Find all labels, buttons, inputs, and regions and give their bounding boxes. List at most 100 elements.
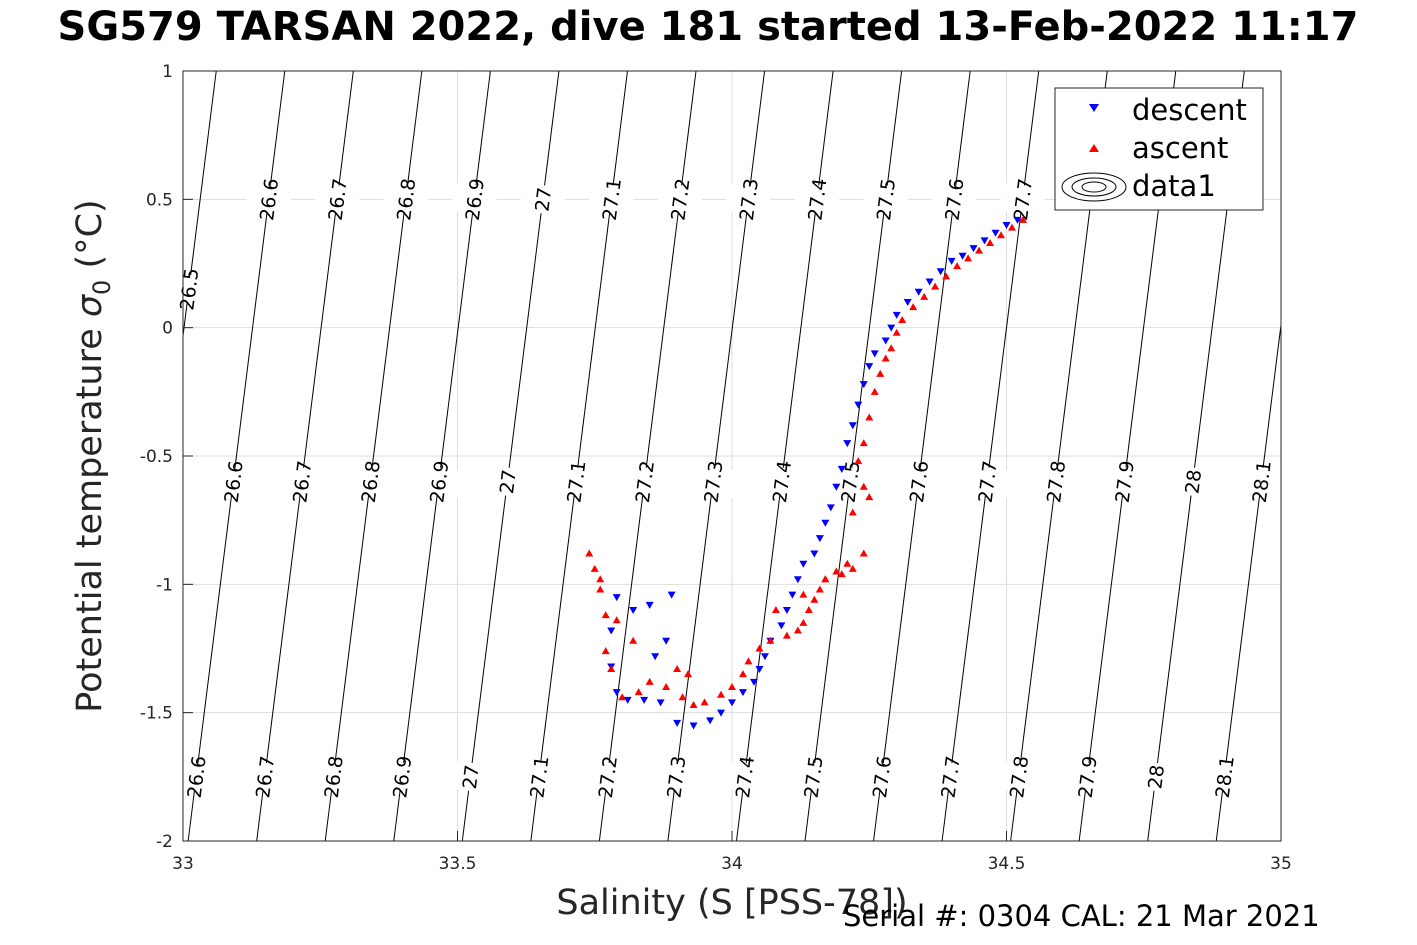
descent-point [914, 288, 923, 296]
data-series [585, 215, 1027, 730]
ascent-point [865, 493, 874, 501]
descent-point [892, 311, 901, 319]
descent-point [826, 504, 835, 512]
contour-label-bg [450, 182, 498, 216]
contour-label: 27.7 [1010, 177, 1037, 222]
legend-ascent-marker [1089, 144, 1099, 152]
ascent-point [1007, 223, 1016, 231]
y-tick-label: 0 [162, 319, 173, 339]
contour-label: 26.8 [393, 177, 420, 222]
ascent-point [832, 567, 841, 575]
descent-point [656, 699, 665, 707]
descent-point [865, 363, 874, 371]
y-axis-title-symbol: σ [70, 293, 110, 317]
contour-label-bg [720, 760, 769, 794]
descent-point [689, 722, 698, 730]
serial-cal-note: Serial #: 0304 CAL: 21 Mar 2021 [843, 899, 1320, 933]
contour-label-bg [1132, 760, 1180, 794]
axis-ticks: 33 33.5 34 34.5 35 -2 -1.5 -1 -0.5 0 0.5 1 [140, 62, 1292, 874]
ascent-point [859, 439, 868, 447]
contour-label-bg [793, 182, 841, 216]
descent-point [947, 257, 956, 265]
ascent-point [909, 303, 918, 311]
descent-point [1013, 216, 1022, 224]
contour-label: 27.4 [732, 755, 759, 800]
y-tick-label: 0.5 [146, 190, 173, 210]
ascent-point [771, 606, 780, 613]
contour-label-bg [209, 465, 257, 499]
descent-point [755, 666, 764, 674]
descent-point [881, 337, 890, 345]
contour-label: 27.1 [526, 755, 553, 800]
ascent-point [717, 690, 726, 698]
descent-point [667, 591, 676, 599]
x-axis-title: Salinity (S [PSS-78]) [556, 883, 907, 923]
y-tick-label: 1 [162, 62, 173, 82]
contour-label-bg [861, 182, 910, 216]
ascent-point [596, 575, 605, 583]
contour-label: 26.7 [325, 177, 352, 222]
y-tick-label: -1.5 [140, 704, 173, 724]
ascent-point [799, 618, 808, 626]
descent-point [717, 709, 726, 717]
contour-label: 28.1 [1212, 755, 1239, 800]
descent-point [925, 278, 934, 286]
contour-labels: 26.6 26.7 26.8 26.9 27 27.1 27.2 27.3 27.4 27.5 27… [165, 177, 1285, 799]
ascent-point [590, 564, 599, 572]
descent-point [991, 229, 1000, 237]
contour-label: 27 [531, 186, 556, 213]
ascent-point [848, 508, 857, 516]
ascent-point [815, 585, 824, 593]
ascent-point [942, 272, 951, 280]
x-tick-label: 34 [721, 854, 743, 874]
descent-point [837, 465, 846, 473]
contour-label-bg [1237, 465, 1285, 499]
contour-label-bg [930, 182, 978, 216]
ascent-point [997, 231, 1006, 239]
ascent-point [859, 482, 868, 490]
descent-point [640, 696, 649, 704]
contour-label: 27.8 [1043, 459, 1070, 504]
descent-point [1002, 222, 1011, 229]
ascent-point [596, 585, 605, 593]
contour-label: 27.1 [599, 177, 626, 222]
legend-contour-icon [1061, 172, 1127, 202]
descent-point [870, 350, 879, 358]
contour-label: 28 [1144, 764, 1169, 791]
descent-point [629, 607, 638, 614]
ascent-point [1018, 215, 1027, 223]
ascent-point [782, 631, 791, 639]
contour-label-bg [826, 465, 874, 499]
descent-point [607, 627, 616, 635]
ascent-point [618, 693, 627, 701]
contour-label: 26.8 [321, 755, 348, 800]
contour-label: 26.6 [184, 755, 211, 800]
ascent-point [689, 700, 698, 708]
contour-label-bg [689, 465, 737, 499]
descent-point [859, 381, 868, 389]
contour-label-bg [483, 465, 531, 499]
contour-label: 27.3 [736, 177, 763, 222]
contour-line [1215, 324, 1282, 842]
ascent-point [892, 328, 901, 336]
contour-label-bg [245, 182, 293, 216]
series-ascent [585, 215, 1027, 708]
descent-point [645, 601, 654, 609]
ascent-point [744, 657, 753, 665]
contour-label-bg [1200, 760, 1248, 794]
ascent-point [804, 606, 813, 613]
contour-label-bg [620, 465, 669, 499]
ascent-point [645, 677, 654, 685]
contour-label: 27.3 [700, 459, 727, 504]
ascent-point [738, 670, 747, 678]
ascent-point [881, 354, 890, 362]
ascent-point [728, 683, 736, 690]
ascent-point [793, 626, 802, 634]
contour-label: 27.7 [938, 755, 965, 800]
contour-label: 27.6 [906, 459, 933, 504]
series-descent [607, 216, 1022, 730]
contour-label: 27.2 [667, 177, 694, 222]
descent-point [843, 440, 852, 448]
contour-label-bg [926, 760, 974, 794]
